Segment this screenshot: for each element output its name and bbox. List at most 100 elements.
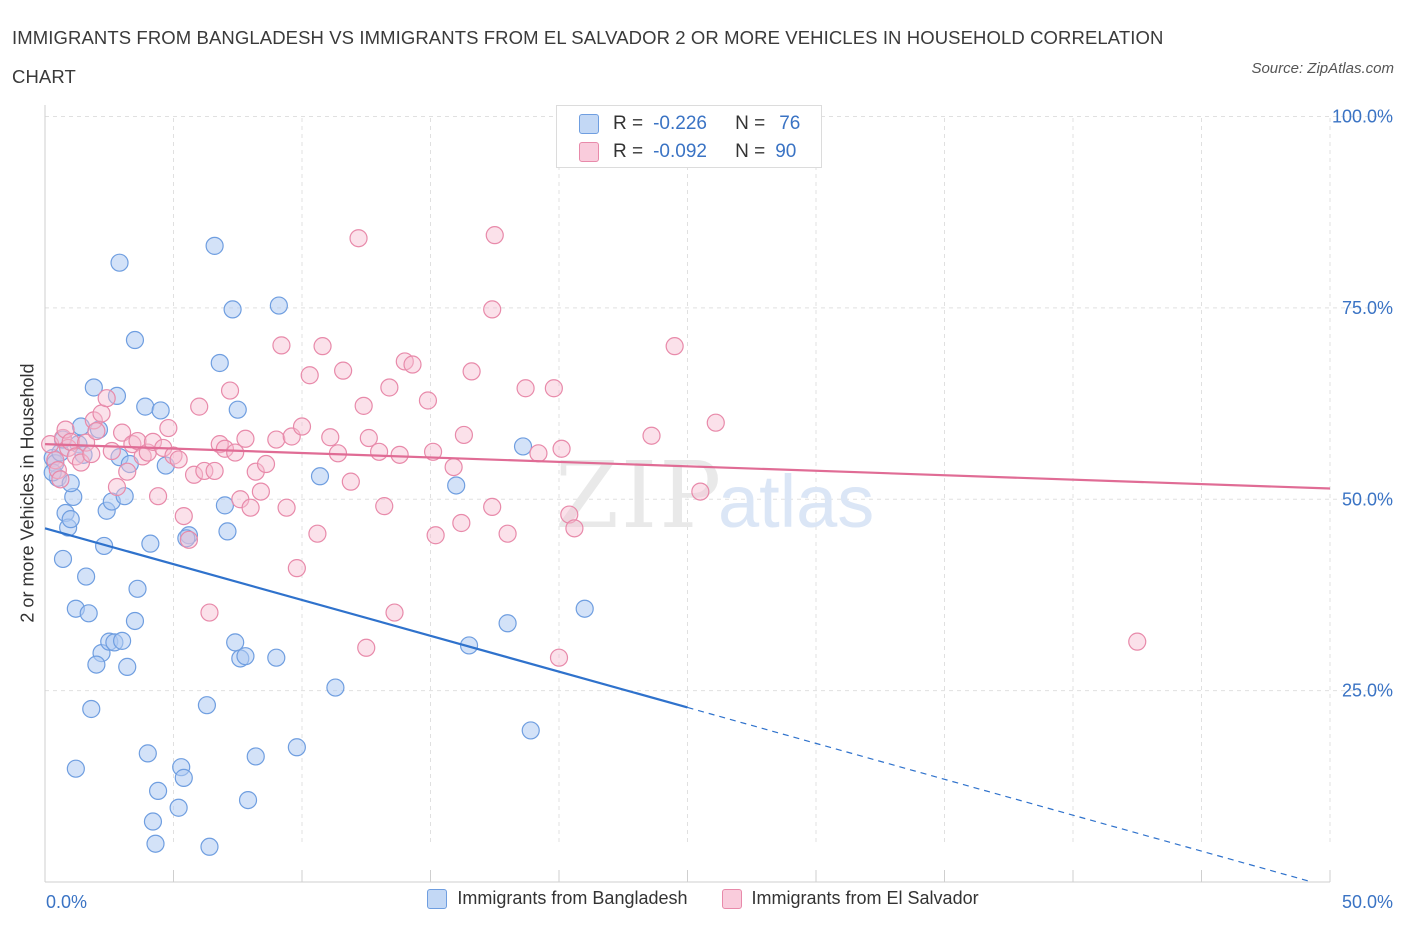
- el-salvador-point: [251, 482, 270, 501]
- bangladesh-point: [82, 699, 101, 719]
- el-salvador-point: [277, 498, 296, 517]
- bangladesh-trend-extension: [687, 706, 1313, 883]
- el-salvador-point: [529, 444, 548, 463]
- bangladesh-point: [310, 467, 330, 486]
- tick-labels: 25.0% 50.0% 75.0% 100.0% 0.0% 50.0%: [46, 107, 1393, 913]
- bangladesh-point: [326, 678, 345, 697]
- legend-item-bangladesh[interactable]: Immigrants from Bangladesh: [427, 888, 688, 909]
- stats-swatch-blue: [579, 114, 599, 134]
- el-salvador-point: [375, 497, 394, 516]
- el-salvador-point: [483, 300, 502, 319]
- legend-item-el-salvador[interactable]: Immigrants from El Salvador: [721, 888, 979, 909]
- bangladesh-point: [141, 534, 160, 553]
- el-salvador-point: [426, 526, 445, 545]
- el-salvador-point: [220, 381, 240, 400]
- bangladesh-point: [228, 400, 247, 419]
- el-salvador-point: [313, 337, 332, 356]
- y-tick-label: 50.0%: [1342, 489, 1393, 509]
- r-label: R =: [613, 113, 644, 134]
- trend-lines: [44, 443, 1331, 883]
- bangladesh-point: [246, 747, 265, 766]
- bangladesh-point: [197, 696, 217, 715]
- legend-swatch-pink: [721, 888, 742, 909]
- el-salvador-point: [354, 396, 373, 415]
- bangladesh-point: [148, 781, 168, 801]
- bangladesh-point: [146, 834, 165, 853]
- el-salvador-point: [498, 524, 517, 543]
- el-salvador-point: [444, 457, 463, 477]
- el-salvador-point: [287, 559, 306, 578]
- stats-box: R = -0.226 N = 76 R = -0.092 N = 90: [556, 105, 822, 168]
- el-salvador-point: [349, 229, 368, 248]
- bangladesh-point: [174, 768, 193, 787]
- bangladesh-point: [200, 837, 219, 856]
- bangladesh-points: [43, 236, 594, 856]
- bangladesh-point: [521, 721, 540, 740]
- n-label: N =: [735, 113, 766, 134]
- el-salvador-point: [560, 505, 579, 524]
- y-tick-label: 75.0%: [1342, 298, 1393, 318]
- el-salvador-point: [256, 454, 276, 474]
- bangladesh-point: [66, 759, 85, 778]
- el-salvador-point: [272, 336, 291, 355]
- el-salvador-point: [118, 462, 137, 481]
- el-salvador-point: [544, 379, 563, 398]
- el-salvador-point: [485, 226, 504, 245]
- y-tick-label: 100.0%: [1332, 107, 1393, 127]
- bangladesh-point: [223, 300, 242, 319]
- x-tick-label: 0.0%: [46, 892, 87, 912]
- bangladesh-point: [143, 812, 163, 831]
- bangladesh-point: [125, 330, 145, 350]
- el-salvador-point: [423, 442, 443, 461]
- el-salvador-point: [174, 506, 193, 526]
- el-salvador-point: [549, 648, 569, 667]
- bangladesh-point: [53, 549, 73, 569]
- el-salvador-point: [552, 439, 571, 458]
- el-salvador-point: [1128, 632, 1147, 651]
- watermark: ZIP atlas: [555, 442, 874, 549]
- bangladesh-point: [151, 401, 170, 420]
- bangladesh-point: [447, 476, 466, 495]
- el-salvador-point: [341, 472, 360, 491]
- el-salvador-point: [190, 397, 209, 416]
- el-salvador-point: [102, 441, 121, 461]
- r-value-el-salvador: -0.092: [653, 141, 707, 162]
- el-salvador-point: [77, 433, 96, 452]
- bangladesh-point: [138, 744, 157, 763]
- bangladesh-point: [87, 655, 106, 674]
- el-salvador-point: [565, 519, 584, 538]
- watermark-atlas: atlas: [718, 460, 874, 543]
- bangladesh-point: [205, 236, 224, 255]
- bangladesh-point: [112, 631, 132, 650]
- el-salvador-point: [334, 361, 353, 380]
- y-tick-label: 25.0%: [1342, 681, 1393, 701]
- bangladesh-point: [226, 633, 245, 652]
- el-salvador-point: [97, 389, 116, 408]
- r-label: R =: [613, 141, 644, 162]
- el-salvador-point: [82, 444, 101, 464]
- el-salvador-point: [112, 423, 132, 442]
- el-salvador-point: [179, 530, 199, 549]
- bangladesh-point: [77, 567, 96, 586]
- el-salvador-point: [159, 418, 178, 438]
- el-salvador-trend-line: [44, 443, 1331, 490]
- el-salvador-point: [246, 462, 265, 481]
- el-salvador-point: [691, 482, 710, 501]
- el-salvador-point: [169, 450, 188, 469]
- el-salvador-point: [390, 445, 409, 464]
- el-salvador-point: [205, 461, 224, 481]
- bangladesh-trend-line: [44, 527, 688, 709]
- el-salvador-point: [267, 430, 286, 449]
- bangladesh-point: [210, 353, 229, 373]
- el-salvador-point: [84, 411, 103, 430]
- stats-swatch-pink: [579, 142, 599, 162]
- el-salvador-point: [195, 461, 214, 481]
- n-label: N =: [735, 141, 766, 162]
- el-salvador-point: [516, 379, 535, 398]
- bangladesh-point: [169, 798, 188, 817]
- el-salvador-point: [483, 497, 502, 517]
- chart-title: IMMIGRANTS FROM BANGLADESH VS IMMIGRANTS…: [12, 27, 1164, 87]
- bangladesh-point: [218, 522, 237, 541]
- x-tick-label: 50.0%: [1342, 892, 1393, 912]
